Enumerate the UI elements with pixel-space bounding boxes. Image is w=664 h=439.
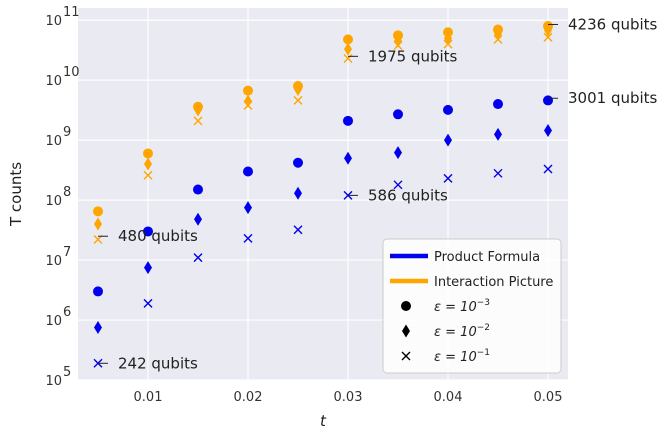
data-point-circle [243, 85, 253, 96]
data-point-x [143, 298, 153, 308]
y-tick-label: 10 [45, 134, 62, 149]
y-tick-label: 10 [45, 74, 62, 89]
data-point-circle [343, 34, 353, 45]
legend-label: Interaction Picture [434, 275, 553, 290]
data-point-circle [343, 115, 353, 126]
data-point-circle [143, 226, 153, 237]
y-tick-exponent: 8 [63, 185, 71, 200]
data-point-diamond [544, 23, 552, 37]
x-tick-label: 0.03 [334, 390, 363, 405]
y-tick-exponent: 5 [63, 365, 71, 380]
y-tick-exponent: 9 [63, 125, 71, 140]
data-point-circle [443, 104, 453, 115]
x-tick-label: 0.02 [234, 390, 263, 405]
data-point-diamond [144, 261, 152, 275]
x-tick-labels: 0.01 0.02 0.03 0.04 0.05 [134, 390, 563, 405]
data-point-x [393, 40, 403, 50]
data-point-circle [143, 148, 153, 159]
legend-label: Product Formula [434, 250, 540, 265]
data-point-diamond [194, 212, 202, 226]
data-point-diamond [544, 123, 552, 137]
y-tick-exponent: 10 [63, 65, 80, 80]
data-point-diamond [494, 127, 502, 141]
legend-marker-x [401, 351, 411, 361]
data-point-x [243, 233, 253, 243]
data-point-x [443, 173, 453, 183]
data-point-diamond [444, 133, 452, 147]
y-tick-label: 10 [45, 314, 62, 329]
legend-marker-diamond [402, 324, 410, 338]
annotation-label: 480 qubits [118, 227, 198, 245]
data-point-x [293, 225, 303, 235]
data-point-diamond [394, 146, 402, 160]
annotation-label: 4236 qubits [568, 15, 658, 33]
annotation-label: 1975 qubits [368, 47, 458, 65]
data-point-circle [293, 157, 303, 168]
data-point-circle [243, 166, 253, 177]
legend-exponent: −2 [477, 323, 490, 333]
annotations: 480 qubits 242 qubits 586 qubits 1975 qubit… [98, 15, 658, 372]
annotation-label: 3001 qubits [568, 89, 658, 107]
y-tick-label: 10 [45, 14, 62, 29]
data-point-diamond [194, 103, 202, 117]
y-tick-exponent: 11 [63, 5, 80, 20]
legend-label: ε = 10−3 [434, 298, 490, 315]
x-tick-label: 0.01 [134, 390, 163, 405]
data-point-diamond [94, 321, 102, 335]
x-axis-label: t [320, 412, 327, 430]
y-tick-label: 10 [45, 374, 62, 389]
x-tick-label: 0.05 [534, 390, 563, 405]
y-tick-exponent: 7 [63, 245, 71, 260]
legend: Product Formula Interaction Picture ε = 10… [382, 238, 562, 374]
grid-lines [78, 8, 568, 381]
annotation-label: 586 qubits [368, 186, 448, 204]
data-point-diamond [294, 82, 302, 96]
legend-label: ε = 10−1 [434, 348, 490, 365]
data-point-diamond [244, 201, 252, 215]
data-point-x [543, 164, 553, 174]
data-point-circle [543, 95, 553, 106]
data-point-diamond [344, 42, 352, 56]
legend-marker-circle [401, 301, 411, 311]
data-point-x [143, 170, 153, 180]
x-tick-label: 0.04 [434, 390, 463, 405]
data-point-diamond [294, 186, 302, 200]
data-point-x [93, 235, 103, 245]
data-point-x [293, 95, 303, 105]
data-point-x [193, 116, 203, 126]
legend-exponent: −3 [477, 298, 490, 308]
data-point-x [493, 34, 503, 44]
data-point-diamond [94, 217, 102, 231]
data-point-circle [193, 184, 203, 195]
data-point-x [543, 32, 553, 42]
data-markers [93, 21, 553, 368]
data-point-x [193, 253, 203, 263]
data-point-circle [493, 99, 503, 110]
data-point-x [393, 180, 403, 190]
data-point-x [493, 168, 503, 178]
data-point-circle [93, 286, 103, 297]
data-point-x [443, 39, 453, 49]
legend-box [382, 238, 562, 374]
legend-exponent: −1 [477, 348, 490, 358]
data-point-diamond [344, 151, 352, 165]
data-point-diamond [144, 157, 152, 171]
data-point-circle [93, 206, 103, 217]
data-point-x [243, 100, 253, 110]
y-tick-label: 10 [45, 254, 62, 269]
data-point-circle [393, 109, 403, 120]
y-tick-label: 10 [45, 194, 62, 209]
y-tick-exponent: 6 [63, 305, 71, 320]
legend-label: ε = 10−2 [434, 323, 490, 340]
y-axis-label: T counts [7, 162, 25, 227]
annotation-label: 242 qubits [118, 354, 198, 372]
